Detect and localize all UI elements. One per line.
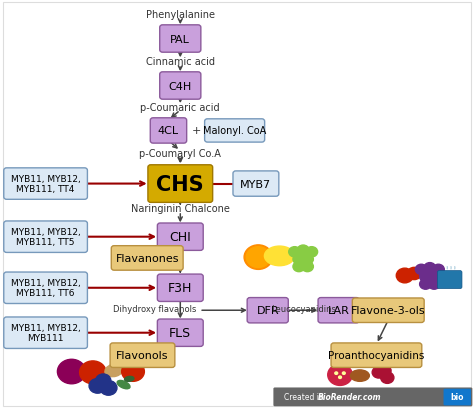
Text: MYB11, MYB12,
MYB111, TT6: MYB11, MYB12, MYB111, TT6	[11, 279, 81, 298]
Text: C4H: C4H	[169, 81, 192, 91]
FancyBboxPatch shape	[352, 298, 424, 323]
Ellipse shape	[264, 247, 295, 266]
Text: BioRender.com: BioRender.com	[318, 392, 381, 401]
FancyBboxPatch shape	[4, 272, 87, 304]
Text: MYB11, MYB12,
MYB111, TT5: MYB11, MYB12, MYB111, TT5	[11, 227, 81, 247]
Circle shape	[293, 254, 305, 265]
Text: LAR: LAR	[328, 306, 349, 315]
Text: DFR: DFR	[256, 306, 279, 315]
Circle shape	[306, 247, 318, 257]
Text: Naringinin Chalcone: Naringinin Chalcone	[131, 204, 230, 213]
Text: MYB7: MYB7	[240, 179, 272, 189]
FancyBboxPatch shape	[3, 3, 471, 406]
Circle shape	[381, 372, 394, 384]
FancyBboxPatch shape	[4, 317, 87, 348]
Circle shape	[378, 365, 391, 377]
FancyBboxPatch shape	[157, 319, 203, 346]
Text: Dihydroxy flavanols: Dihydroxy flavanols	[113, 304, 197, 313]
Ellipse shape	[117, 380, 130, 389]
Circle shape	[338, 376, 341, 379]
Text: CHI: CHI	[169, 231, 191, 244]
FancyBboxPatch shape	[160, 73, 201, 100]
Circle shape	[89, 379, 106, 393]
FancyBboxPatch shape	[205, 119, 264, 143]
Circle shape	[122, 362, 145, 382]
Text: Phenylalanine: Phenylalanine	[146, 10, 215, 20]
Text: Proanthocyanidins: Proanthocyanidins	[328, 351, 425, 360]
Circle shape	[372, 367, 385, 378]
Circle shape	[335, 372, 337, 375]
Circle shape	[396, 268, 413, 283]
Text: Flavone-3-ols: Flavone-3-ols	[351, 306, 426, 315]
FancyBboxPatch shape	[148, 165, 213, 203]
FancyBboxPatch shape	[438, 271, 462, 289]
FancyBboxPatch shape	[4, 221, 87, 253]
Ellipse shape	[125, 376, 134, 382]
Circle shape	[419, 279, 431, 290]
Text: Cinnamic acid: Cinnamic acid	[146, 57, 215, 67]
Circle shape	[293, 262, 305, 272]
Text: MYB11, MYB12,
MYB111: MYB11, MYB12, MYB111	[11, 323, 81, 343]
Text: Flavonols: Flavonols	[116, 351, 169, 360]
Circle shape	[428, 279, 440, 290]
Text: bio: bio	[450, 392, 464, 401]
Text: FLS: FLS	[169, 326, 191, 339]
Circle shape	[432, 265, 444, 275]
Circle shape	[328, 364, 352, 385]
FancyBboxPatch shape	[111, 246, 183, 270]
FancyBboxPatch shape	[157, 223, 203, 251]
Circle shape	[57, 360, 86, 384]
Circle shape	[246, 247, 270, 268]
Circle shape	[419, 272, 431, 282]
Text: CHS: CHS	[156, 174, 204, 194]
Circle shape	[297, 254, 309, 265]
Text: p-Coumaryl Co.A: p-Coumaryl Co.A	[139, 148, 221, 159]
Text: Flavanones: Flavanones	[116, 253, 179, 263]
FancyBboxPatch shape	[331, 343, 422, 368]
Circle shape	[424, 263, 436, 273]
Text: +: +	[192, 126, 201, 136]
Circle shape	[415, 265, 427, 275]
FancyBboxPatch shape	[247, 298, 288, 323]
FancyBboxPatch shape	[4, 169, 87, 200]
Circle shape	[301, 254, 313, 265]
Text: 4CL: 4CL	[158, 126, 179, 136]
Text: Leucocyanidins: Leucocyanidins	[271, 304, 336, 313]
Text: PAL: PAL	[170, 34, 190, 45]
Text: F3H: F3H	[168, 281, 192, 294]
FancyBboxPatch shape	[150, 119, 187, 144]
Circle shape	[342, 372, 345, 375]
Ellipse shape	[105, 364, 123, 377]
FancyBboxPatch shape	[318, 298, 359, 323]
Text: MYB11, MYB12,
MYB111, TT4: MYB11, MYB12, MYB111, TT4	[11, 175, 81, 194]
FancyBboxPatch shape	[273, 387, 473, 406]
Circle shape	[80, 361, 106, 384]
Circle shape	[96, 374, 111, 387]
FancyBboxPatch shape	[444, 389, 471, 405]
Circle shape	[424, 272, 436, 282]
FancyBboxPatch shape	[110, 343, 175, 368]
Circle shape	[301, 262, 313, 272]
Circle shape	[244, 245, 273, 270]
FancyBboxPatch shape	[160, 26, 201, 53]
Ellipse shape	[350, 370, 369, 382]
Circle shape	[297, 245, 309, 256]
Text: p-Coumaric acid: p-Coumaric acid	[140, 103, 220, 113]
Text: Created in: Created in	[284, 392, 327, 401]
Circle shape	[100, 381, 117, 395]
Circle shape	[428, 272, 440, 282]
FancyBboxPatch shape	[233, 171, 279, 197]
Circle shape	[407, 267, 421, 280]
FancyBboxPatch shape	[157, 274, 203, 302]
Text: Malonyl. CoA: Malonyl. CoA	[203, 126, 266, 136]
Circle shape	[289, 247, 301, 257]
